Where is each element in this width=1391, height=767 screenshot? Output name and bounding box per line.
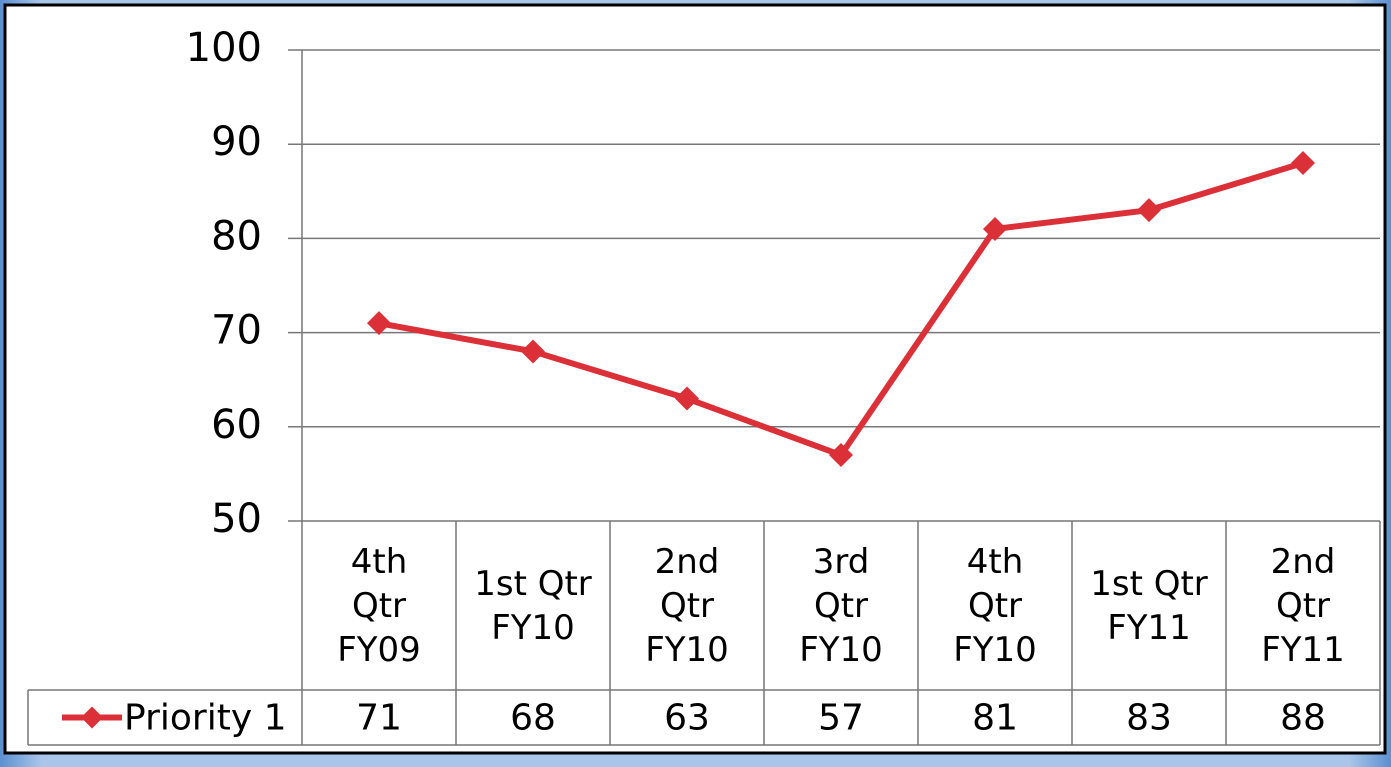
y-tick-label: 90 (211, 119, 262, 165)
x-tick-cell: 4th Qtr FY09 (337, 541, 421, 670)
table-value: 71 (356, 698, 402, 739)
table-value: 57 (818, 698, 864, 739)
x-tick-cell: 3rd Qtr FY10 (799, 541, 883, 670)
data-point (675, 386, 699, 411)
data-point (1137, 198, 1161, 223)
y-tick-label: 50 (211, 496, 262, 542)
data-point (983, 216, 1007, 241)
x-tick-cell: 1st Qtr FY10 (474, 563, 592, 648)
x-tick-label: 2nd Qtr FY10 (645, 541, 729, 670)
x-tick-label: 1st Qtr FY11 (1090, 563, 1208, 648)
legend-marker (81, 706, 103, 729)
y-tick-label: 70 (211, 308, 262, 354)
legend-label: Priority 1 (124, 698, 286, 739)
y-tick-label: 80 (211, 213, 262, 259)
data-point (829, 443, 853, 468)
data-point (367, 311, 391, 336)
x-tick-cell: 2nd Qtr FY10 (645, 541, 729, 670)
x-tick-label: 4th Qtr FY09 (337, 541, 421, 670)
y-tick-label: 60 (211, 402, 262, 448)
x-tick-label: 4th Qtr FY10 (953, 541, 1037, 670)
x-tick-cell: 2nd Qtr FY11 (1261, 541, 1345, 670)
data-point (521, 339, 545, 364)
table-value: 83 (1126, 698, 1172, 739)
table-value: 63 (664, 698, 710, 739)
x-tick-label: 2nd Qtr FY11 (1261, 541, 1345, 670)
x-tick-cell: 4th Qtr FY10 (953, 541, 1037, 670)
chart-frame (3, 3, 1387, 755)
table-value: 81 (972, 698, 1018, 739)
x-tick-label: 1st Qtr FY10 (474, 563, 592, 648)
x-tick-label: 3rd Qtr FY10 (799, 541, 883, 670)
table-value: 88 (1280, 698, 1326, 739)
y-tick-label: 100 (186, 25, 262, 71)
table-value: 68 (510, 698, 556, 739)
x-tick-cell: 1st Qtr FY11 (1090, 563, 1208, 648)
data-point (1291, 151, 1315, 176)
